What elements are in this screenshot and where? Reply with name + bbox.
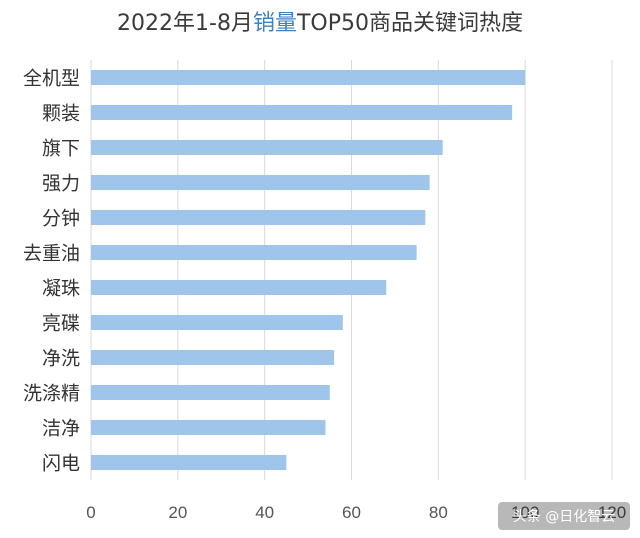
x-tick-labels: 0 20 40 60 80 100 120 — [86, 503, 626, 522]
bar-11 — [91, 455, 287, 470]
category-label-9: 洗涤精 — [23, 383, 80, 405]
watermark: 头条 @日化智云 — [498, 502, 630, 530]
chart-title-highlight: 销量 — [253, 11, 297, 36]
category-label-8: 净洗 — [42, 348, 80, 370]
chart-title-part-1: 2022年1-8月 — [117, 11, 253, 36]
category-label-0: 全机型 — [23, 68, 80, 90]
x-tick-label-0: 0 — [86, 503, 95, 522]
bar-3 — [91, 175, 430, 190]
watermark-text: 头条 @日化智云 — [513, 508, 615, 525]
x-tick-label-3: 60 — [342, 503, 361, 522]
category-label-2: 旗下 — [42, 138, 80, 160]
x-tick-label-5: 100 — [511, 503, 539, 522]
bar-7 — [91, 315, 343, 330]
bar-4 — [91, 210, 426, 225]
bar-0 — [91, 70, 526, 85]
category-label-3: 强力 — [42, 173, 80, 195]
bar-1 — [91, 105, 513, 120]
bars — [91, 70, 526, 470]
chart-title-part-2: TOP50商品关键词热度 — [296, 11, 523, 36]
x-tick-label-6: 120 — [598, 503, 626, 522]
x-tick-label-1: 20 — [168, 503, 187, 522]
watermark-background — [498, 502, 630, 530]
bar-6 — [91, 280, 387, 295]
chart-title: 2022年1-8月销量TOP50商品关键词热度 — [117, 11, 523, 36]
x-tick-label-4: 80 — [429, 503, 448, 522]
category-label-6: 凝珠 — [42, 278, 80, 300]
category-label-11: 闪电 — [42, 453, 80, 475]
category-label-10: 洁净 — [42, 418, 80, 440]
category-label-4: 分钟 — [42, 208, 80, 230]
bar-10 — [91, 420, 326, 435]
bar-9 — [91, 385, 330, 400]
category-label-1: 颗装 — [42, 103, 80, 125]
bar-8 — [91, 350, 335, 365]
gridlines — [90, 60, 613, 480]
category-label-5: 去重油 — [23, 243, 80, 265]
category-label-7: 亮碟 — [42, 313, 80, 335]
bar-2 — [91, 140, 443, 155]
x-tick-label-2: 40 — [255, 503, 274, 522]
bar-5 — [91, 245, 417, 260]
